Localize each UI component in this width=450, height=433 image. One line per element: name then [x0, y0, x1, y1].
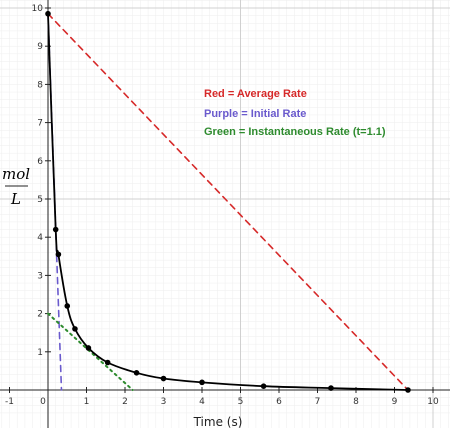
y-tick-label: 1 [37, 348, 43, 358]
legend-initial-rate: Purple = Initial Rate [204, 108, 306, 120]
x-tick-label: 2 [122, 397, 128, 407]
x-axis-label: Time (s) [193, 415, 243, 428]
data-point [52, 226, 59, 233]
data-point [133, 370, 140, 376]
data-point [328, 385, 334, 391]
y-tick-label: 9 [37, 42, 43, 52]
x-tick-label: 7 [315, 397, 321, 407]
average-rate-line [47, 12, 409, 391]
data-point [199, 379, 205, 386]
y-tick-label: 6 [37, 157, 43, 167]
tick-labels: -1 0 1 2 3 4 5 6 7 8 9 10 1 2 3 4 5 6 7 8 9 10 [5, 4, 439, 407]
y-axis-label-denominator: L [10, 190, 21, 208]
y-tick-label: 4 [37, 233, 43, 243]
y-tick-label: 5 [37, 195, 43, 205]
data-point [160, 375, 167, 382]
y-tick-label: 10 [32, 4, 44, 14]
x-tick-label: 9 [392, 397, 398, 407]
data-point [85, 345, 92, 351]
x-tick-label: -1 [5, 397, 14, 407]
data-point [64, 303, 71, 309]
instantaneous-rate-line [47, 312, 134, 391]
x-tick-label: 8 [353, 397, 359, 407]
x-tick-label: 10 [427, 397, 439, 407]
x-tick-label: 4 [199, 397, 205, 407]
y-axis-label-numerator: mol [2, 165, 30, 183]
x-tick-label: 3 [161, 397, 167, 407]
legend-instantaneous-rate: Green = Instantaneous Rate (t=1.1) [204, 126, 386, 138]
y-tick-label: 3 [37, 271, 43, 281]
x-tick-label: 1 [84, 397, 90, 407]
x-tick-label: 0 [40, 397, 46, 407]
data-point [72, 326, 78, 332]
x-tick-label: 5 [238, 397, 244, 407]
y-tick-label: 2 [37, 310, 43, 320]
data-point [55, 251, 62, 258]
data-point [405, 387, 411, 393]
y-tick-label: 8 [37, 80, 43, 90]
x-tick-label: 6 [276, 397, 282, 407]
legend: Red = Average Rate Purple = Initial Rate… [204, 88, 386, 138]
y-tick-label: 7 [37, 119, 43, 129]
data-points [45, 10, 411, 393]
y-axis-label: mol L [2, 165, 30, 208]
data-point [260, 383, 267, 389]
data-point [45, 10, 51, 17]
data-point [104, 359, 111, 366]
legend-average-rate: Red = Average Rate [204, 88, 307, 100]
